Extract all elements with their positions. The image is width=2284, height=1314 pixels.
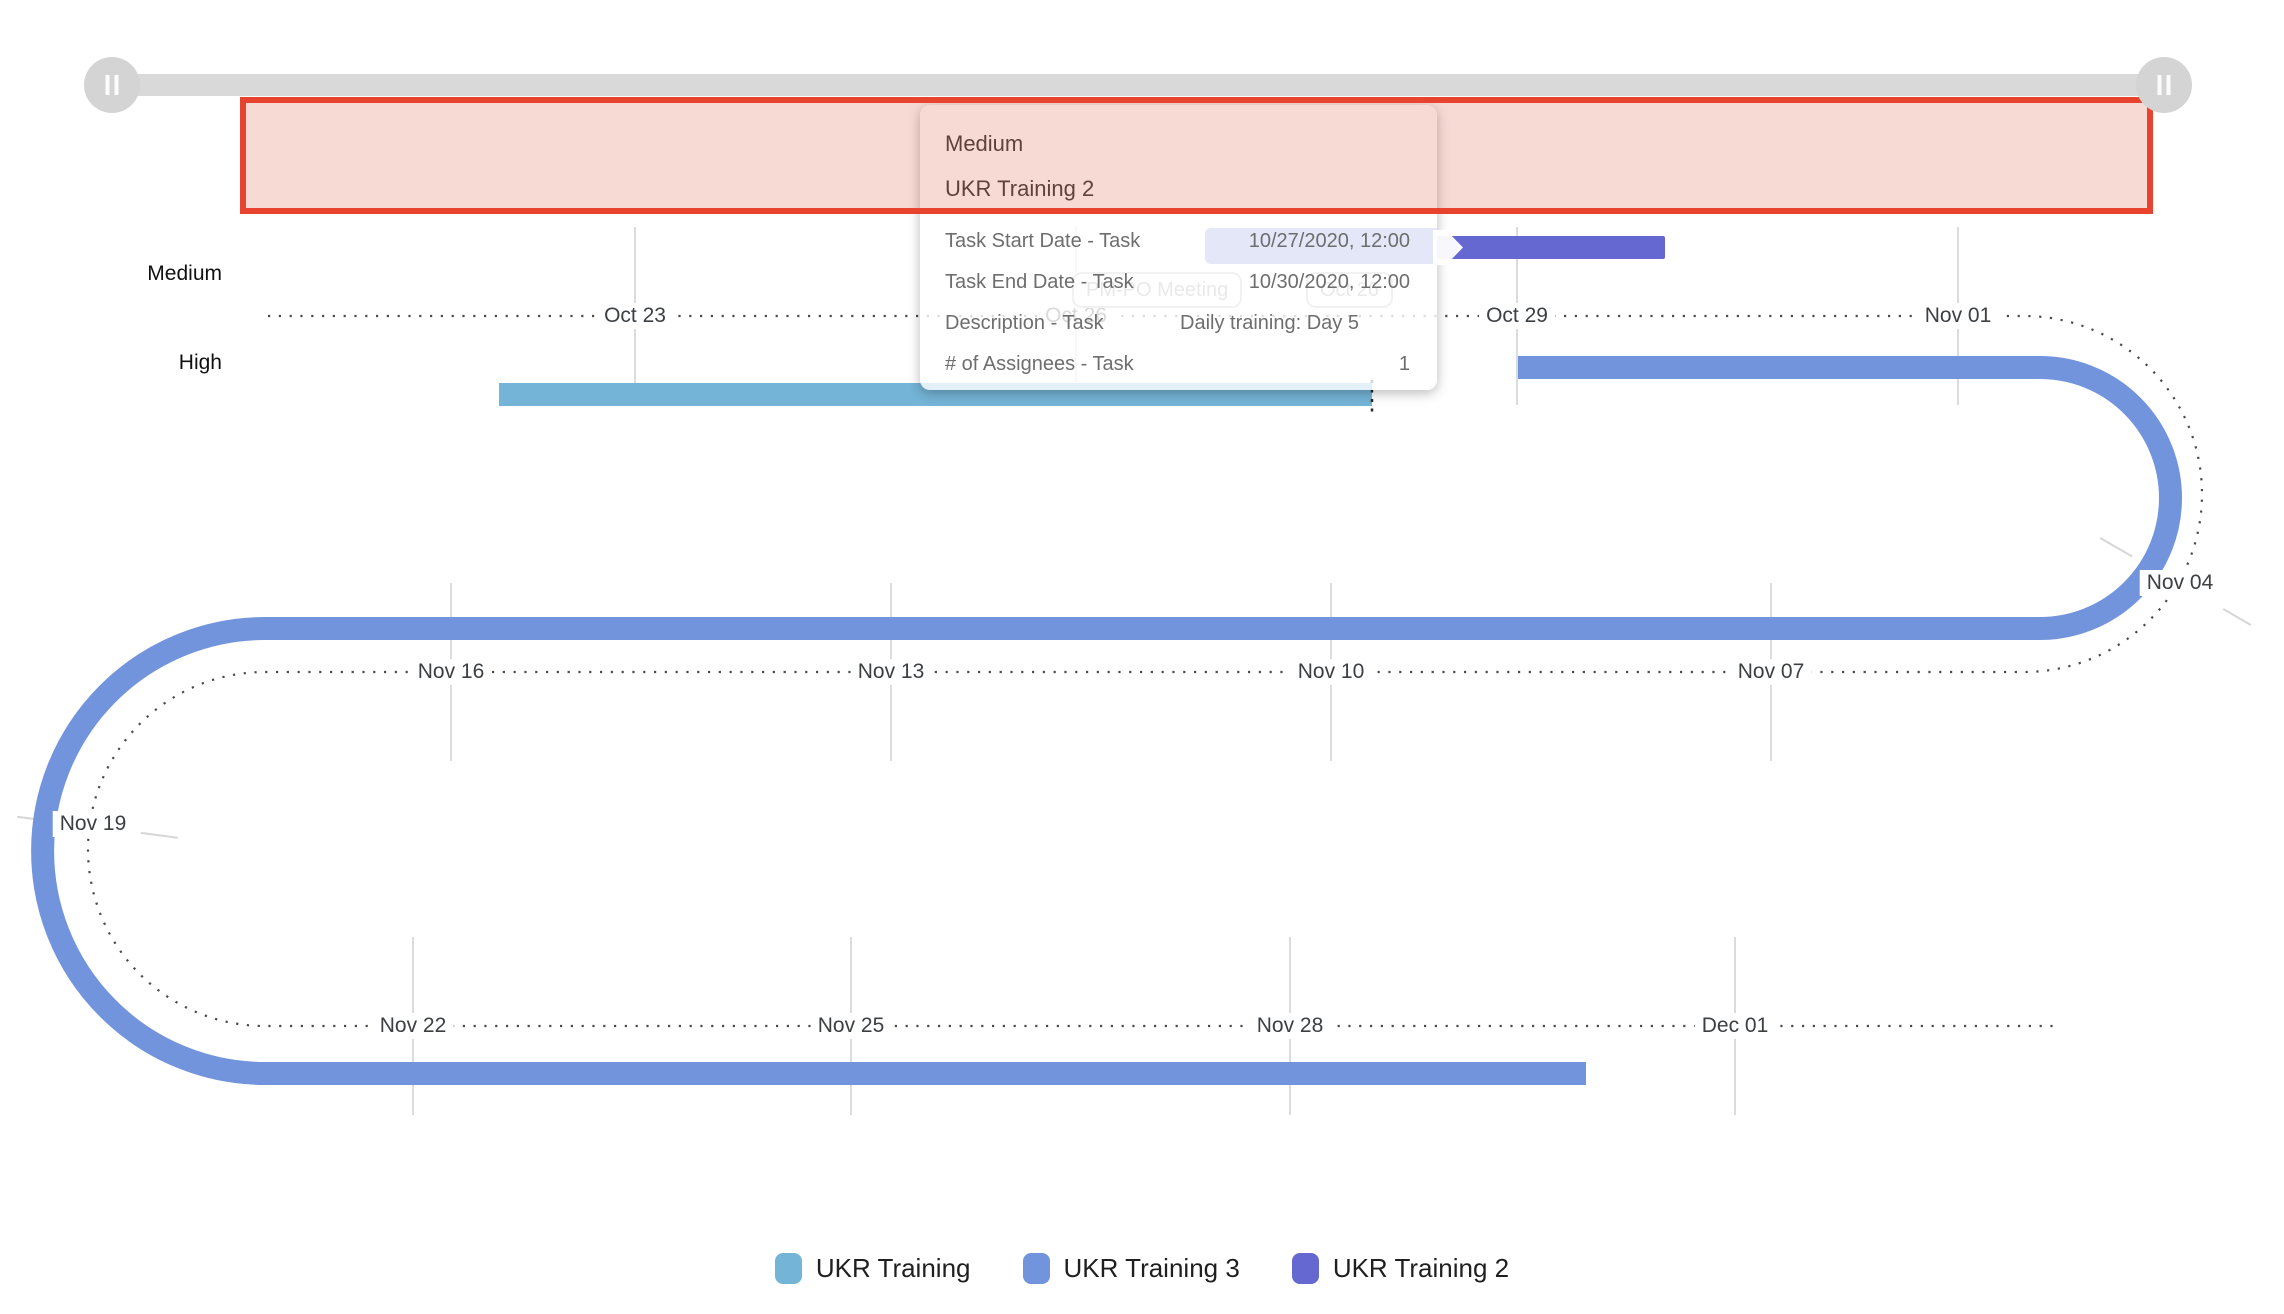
row-label-medium: Medium bbox=[147, 262, 222, 285]
pause-icon bbox=[2157, 75, 2171, 95]
tick-nov-22: Nov 22 bbox=[372, 1013, 454, 1039]
bar-ukr-training-2[interactable] bbox=[1437, 236, 1665, 259]
tick-nov-19: Nov 19 bbox=[52, 811, 134, 837]
legend-swatch-ukr-training bbox=[774, 1253, 802, 1284]
tooltip-label: # of Assignees - Task bbox=[945, 353, 1134, 375]
tooltip-row-assignees: # of Assignees - Task 1 bbox=[945, 344, 1410, 385]
tick-nov-16: Nov 16 bbox=[410, 659, 492, 685]
tick-nov-13: Nov 13 bbox=[850, 659, 932, 685]
task-tooltip: Medium UKR Training 2 Task Start Date - … bbox=[920, 105, 1437, 390]
legend-item-ukr-training-2[interactable]: UKR Training 2 bbox=[1291, 1253, 1510, 1284]
tooltip-value: 10/30/2020, 12:00 bbox=[1248, 271, 1410, 293]
tooltip-row-end-date: Task End Date - Task 10/30/2020, 12:00 bbox=[945, 262, 1410, 303]
tooltip-value: 1 bbox=[1398, 353, 1410, 375]
tick-oct-23: Oct 23 bbox=[597, 303, 673, 329]
tooltip-category: Medium bbox=[945, 131, 1024, 156]
tooltip-label: Task End Date - Task bbox=[945, 271, 1134, 293]
range-slider-right-handle[interactable] bbox=[2136, 57, 2192, 113]
legend-label: UKR Training bbox=[815, 1253, 971, 1283]
tooltip-value: 10/27/2020, 12:00 bbox=[1248, 230, 1410, 252]
time-axis-dotted-path bbox=[86, 314, 2204, 1028]
tick-nov-01: Nov 01 bbox=[1917, 303, 1999, 329]
tick-nov-10: Nov 10 bbox=[1290, 659, 1372, 685]
gridlines-row3 bbox=[412, 937, 1736, 1115]
tooltip-task-name: UKR Training 2 bbox=[945, 176, 1095, 201]
pause-icon bbox=[105, 75, 119, 95]
legend-swatch-ukr-training-2 bbox=[1291, 1253, 1319, 1284]
tick-nov-25: Nov 25 bbox=[810, 1013, 892, 1039]
range-slider-track[interactable] bbox=[112, 74, 2164, 96]
tick-oct-29: Oct 29 bbox=[1479, 303, 1555, 329]
bar-ukr-training-3[interactable] bbox=[31, 356, 2182, 1085]
legend-item-ukr-training-3[interactable]: UKR Training 3 bbox=[1022, 1253, 1240, 1284]
tick-nov-07: Nov 07 bbox=[1730, 659, 1812, 685]
tooltip-value: Daily training: Day 5 bbox=[1180, 312, 1359, 334]
tick-nov-04: Nov 04 bbox=[2139, 570, 2221, 596]
legend-swatch-ukr-training-3 bbox=[1022, 1253, 1050, 1284]
legend-item-ukr-training[interactable]: UKR Training bbox=[774, 1253, 971, 1284]
tick-nov-28: Nov 28 bbox=[1249, 1013, 1331, 1039]
legend: UKR Training UKR Training 3 UKR Training… bbox=[0, 1253, 2284, 1284]
tooltip-row-description: Description - Task Daily training: Day 5 bbox=[945, 303, 1410, 344]
range-slider-left-handle[interactable] bbox=[84, 57, 140, 113]
legend-label: UKR Training 3 bbox=[1063, 1253, 1240, 1283]
curve-tick-marks bbox=[16, 537, 2252, 839]
row-label-high: High bbox=[178, 351, 222, 374]
tooltip-arrow-icon bbox=[1433, 230, 1463, 265]
tooltip-label: Task Start Date - Task bbox=[945, 230, 1141, 252]
legend-label: UKR Training 2 bbox=[1332, 1253, 1510, 1283]
tooltip-label: Description - Task bbox=[945, 312, 1104, 334]
tooltip-row-start-date: Task Start Date - Task 10/27/2020, 12:00 bbox=[945, 221, 1410, 262]
tick-dec-01: Dec 01 bbox=[1694, 1013, 1776, 1039]
tooltip-value-highlight bbox=[1205, 228, 1437, 264]
